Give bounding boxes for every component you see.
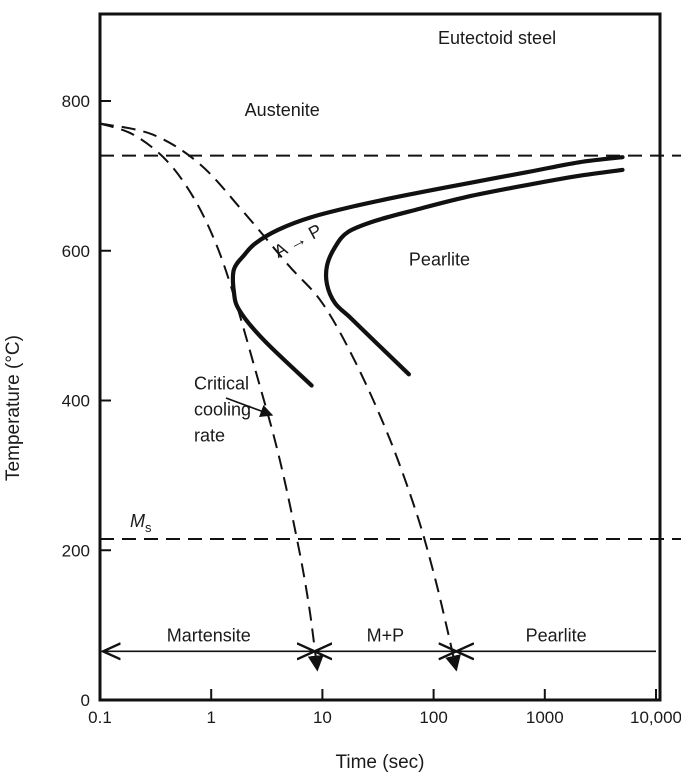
x-tick-label: 1000 <box>526 708 564 727</box>
annotation: A → P <box>271 220 325 262</box>
region-label: Martensite <box>167 625 251 645</box>
axis-ticks: 0.1 1 10 100 1000 10,000 0 200 400 600 800 <box>62 92 681 727</box>
transformation-curve-0 <box>230 155 625 388</box>
series-group <box>99 122 625 672</box>
annotation: Pearlite <box>409 250 470 270</box>
region-label: M+P <box>367 625 405 645</box>
critical-rate-pointer <box>225 397 274 418</box>
plot-frame <box>98 12 662 702</box>
x-tick-label: 0.1 <box>88 708 112 727</box>
y-tick-label: 600 <box>62 242 90 261</box>
annotation: cooling <box>194 399 251 419</box>
chart-title: Eutectoid steel <box>438 28 556 48</box>
transformation-curve-1 <box>323 167 625 377</box>
region-label: Pearlite <box>526 625 587 645</box>
x-tick-label: 1 <box>206 708 215 727</box>
y-tick-label: 800 <box>62 92 90 111</box>
y-tick-label: 400 <box>62 392 90 411</box>
cooling-curve-2 <box>99 122 324 672</box>
x-tick-label: 100 <box>419 708 447 727</box>
y-axis-title: Temperature (°C) <box>3 335 24 481</box>
y-tick-label: 200 <box>62 541 90 560</box>
reference-lines: Ms <box>100 154 681 541</box>
y-tick-label: 0 <box>81 691 90 710</box>
x-axis-title: Time (sec) <box>335 752 424 773</box>
x-tick-label: 10 <box>313 708 332 727</box>
bottom-regions: Martensite M+P Pearlite <box>103 625 656 651</box>
annotation: rate <box>194 426 225 446</box>
x-tick-label: 10,000 <box>630 708 681 727</box>
chart-labels: Austenite Pearlite A → P Critical cooling rat… <box>194 100 470 446</box>
cooling-curve-3 <box>99 122 461 672</box>
annotation: Critical <box>194 373 249 393</box>
annotation: Austenite <box>245 100 320 120</box>
ms-label: Ms <box>130 511 152 535</box>
